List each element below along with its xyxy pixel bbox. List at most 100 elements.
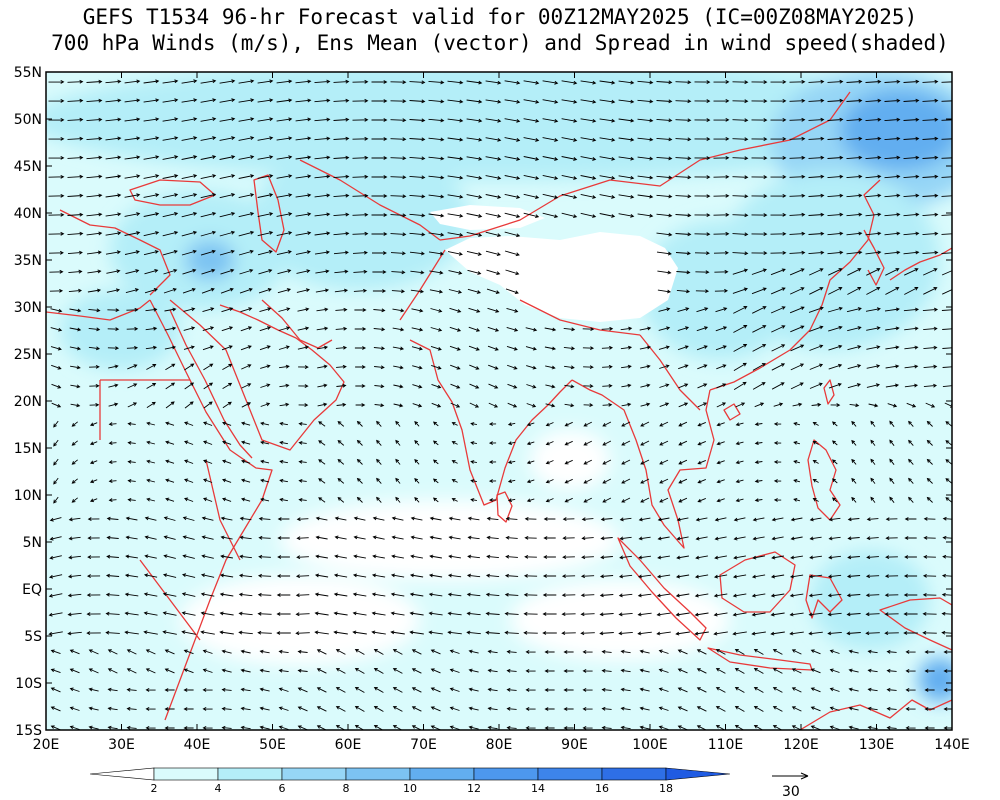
wind-vector bbox=[487, 649, 498, 654]
wind-vector bbox=[846, 212, 863, 217]
wind-vector bbox=[507, 383, 518, 389]
wind-vector bbox=[544, 346, 557, 351]
lat-label: 10S bbox=[15, 676, 42, 692]
wind-vector bbox=[257, 249, 273, 256]
wind-vector bbox=[695, 289, 710, 294]
wind-vector bbox=[789, 117, 806, 122]
wind-vector bbox=[523, 573, 538, 578]
wind-vector bbox=[732, 194, 749, 199]
wind-vector bbox=[276, 193, 293, 198]
wind-vector bbox=[485, 630, 500, 635]
wind-vector bbox=[432, 478, 439, 484]
wind-vector bbox=[849, 403, 860, 408]
wind-vector bbox=[924, 707, 935, 711]
wind-vector bbox=[922, 573, 937, 578]
wind-vector bbox=[222, 401, 232, 409]
wind-vector bbox=[488, 364, 499, 370]
lat-label: 55N bbox=[14, 65, 42, 81]
wind-vector bbox=[847, 555, 860, 560]
wind-vector bbox=[69, 687, 80, 692]
wind-vector bbox=[941, 611, 952, 616]
wind-vector bbox=[334, 554, 347, 559]
wind-vector bbox=[580, 593, 595, 598]
wind-vector bbox=[295, 79, 312, 84]
wind-vector bbox=[391, 289, 406, 294]
wind-vector bbox=[563, 726, 574, 730]
wind-vector bbox=[580, 118, 597, 123]
wind-vector bbox=[943, 688, 952, 692]
wind-vector bbox=[828, 382, 842, 389]
wind-vector bbox=[409, 80, 426, 85]
wind-vector bbox=[732, 268, 749, 275]
wind-vector bbox=[315, 288, 330, 293]
wind-vector bbox=[715, 687, 726, 693]
wind-vector bbox=[451, 422, 458, 426]
wind-vector bbox=[430, 687, 441, 693]
wind-vector bbox=[732, 631, 747, 636]
wind-vector bbox=[770, 213, 787, 217]
wind-vector bbox=[295, 574, 310, 579]
wind-vector bbox=[675, 574, 690, 579]
wind-vector bbox=[353, 269, 368, 274]
wind-vector bbox=[942, 328, 952, 330]
wind-vector bbox=[392, 327, 405, 332]
wind-vector bbox=[504, 212, 521, 219]
wind-vector bbox=[279, 440, 288, 445]
wind-vector bbox=[828, 555, 841, 560]
wind-vector bbox=[485, 592, 500, 597]
wind-vector bbox=[238, 117, 255, 122]
wind-vector bbox=[108, 383, 119, 388]
title-line-2: 700 hPa Winds (m/s), Ens Mean (vector) a… bbox=[51, 31, 949, 55]
wind-vector bbox=[865, 79, 882, 84]
wind-vector bbox=[945, 478, 952, 484]
wind-vector bbox=[694, 175, 711, 179]
wind-vector bbox=[239, 268, 254, 275]
wind-vector bbox=[240, 725, 251, 730]
wind-vector bbox=[544, 688, 555, 692]
wind-vector bbox=[808, 193, 825, 198]
wind-vector bbox=[48, 631, 63, 636]
wind-vector bbox=[314, 611, 329, 616]
colorbar-label: 10 bbox=[403, 782, 417, 795]
wind-vector bbox=[53, 439, 59, 447]
wind-vector bbox=[487, 668, 498, 673]
wind-vector bbox=[716, 441, 725, 446]
wind-vector bbox=[713, 118, 730, 122]
wind-vector bbox=[791, 668, 802, 674]
wind-vector bbox=[126, 345, 139, 350]
wind-vector bbox=[504, 250, 520, 257]
wind-vector bbox=[107, 687, 118, 692]
wind-vector bbox=[562, 536, 575, 541]
wind-vector bbox=[637, 612, 652, 617]
wind-vector bbox=[238, 573, 253, 578]
wind-vector bbox=[259, 668, 270, 673]
wind-vector bbox=[259, 307, 272, 313]
wind-vector bbox=[240, 687, 251, 692]
wind-vector bbox=[297, 345, 310, 350]
wind-vector bbox=[866, 364, 881, 369]
coastline-china bbox=[709, 179, 881, 391]
wind-vector bbox=[469, 383, 480, 389]
wind-vector bbox=[732, 251, 749, 256]
wind-vector bbox=[752, 325, 767, 333]
wind-vector bbox=[563, 346, 576, 351]
wind-vector bbox=[942, 516, 952, 521]
coastline-sri-lanka bbox=[496, 491, 513, 523]
wind-vector bbox=[203, 459, 213, 464]
wind-vector bbox=[48, 612, 63, 617]
wind-vector bbox=[942, 554, 952, 559]
wind-vector bbox=[240, 326, 253, 332]
wind-vector bbox=[488, 441, 497, 445]
lat-label: 10N bbox=[14, 488, 42, 504]
wind-vector bbox=[315, 554, 328, 559]
reference-vector-label: 30 bbox=[782, 784, 800, 800]
wind-vector bbox=[352, 98, 369, 103]
wind-vector bbox=[68, 536, 81, 541]
wind-vector bbox=[468, 345, 480, 351]
wind-vector bbox=[68, 269, 83, 274]
wind-vector bbox=[276, 250, 292, 256]
wind-vector bbox=[356, 420, 363, 427]
wind-vector bbox=[276, 574, 291, 578]
wind-vector bbox=[298, 403, 309, 407]
wind-vector bbox=[734, 649, 745, 655]
